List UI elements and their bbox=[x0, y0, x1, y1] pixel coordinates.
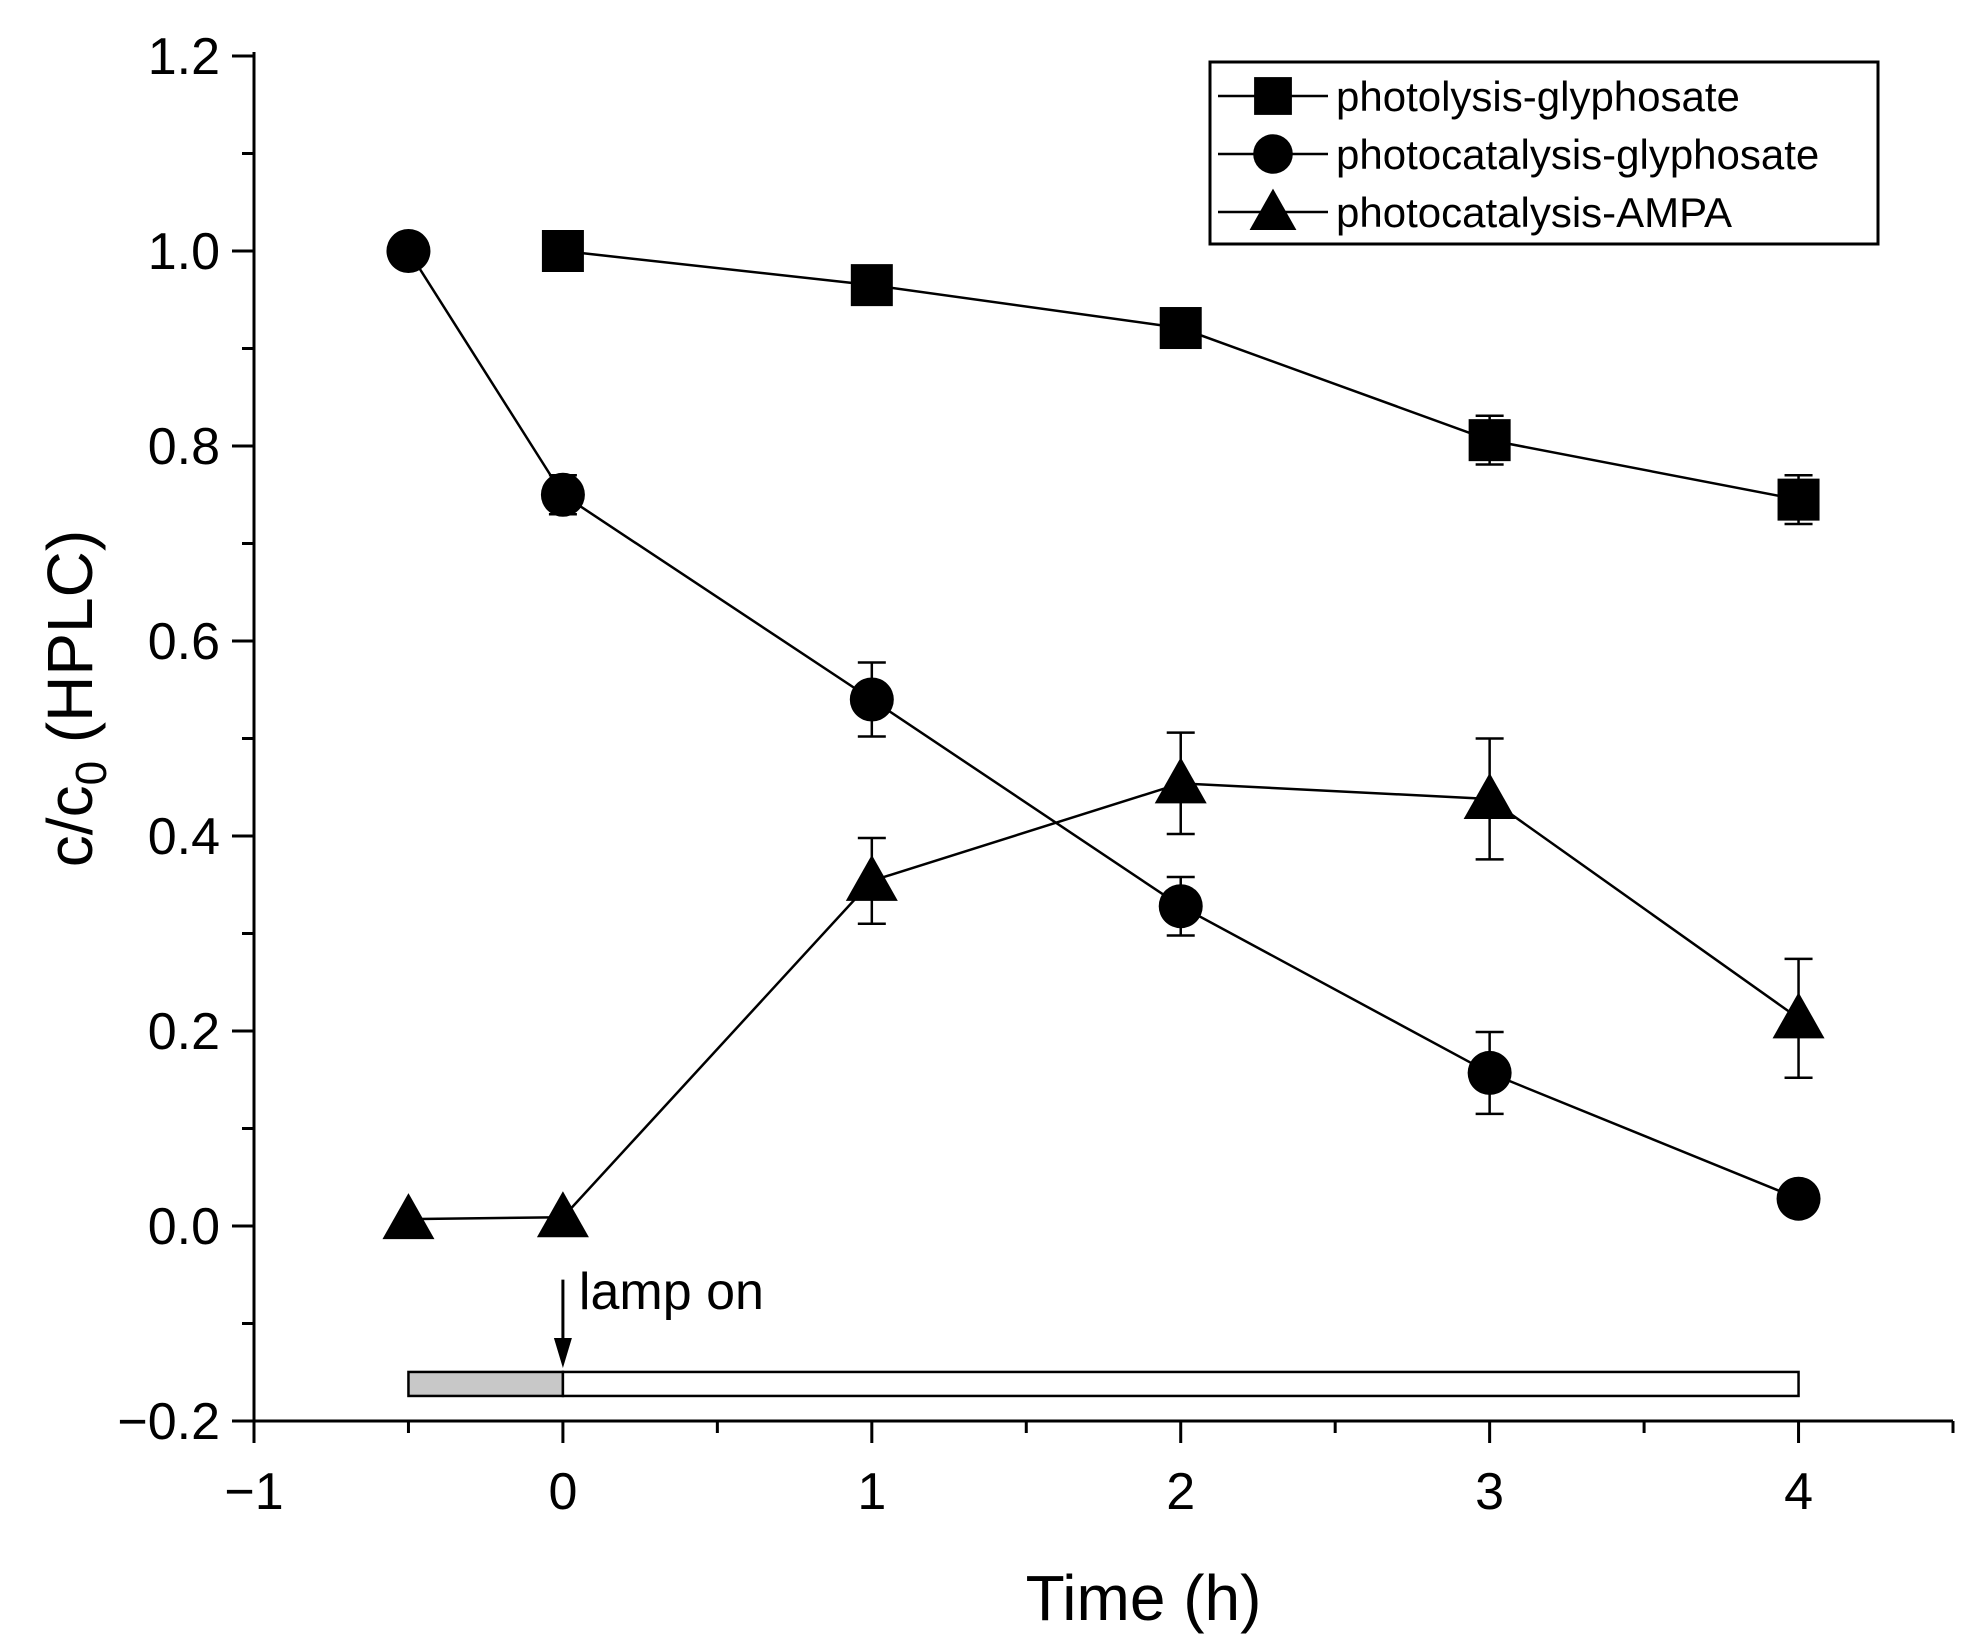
x-tick-label: −1 bbox=[224, 1463, 283, 1521]
data-point-circle bbox=[1467, 1050, 1512, 1095]
legend-label: photolysis-glyphosate bbox=[1336, 73, 1740, 120]
timeline-dark-segment bbox=[407, 1370, 565, 1398]
legend-marker-circle bbox=[1253, 134, 1293, 174]
y-tick-label: 0.8 bbox=[148, 418, 220, 476]
y-tick-label: −0.2 bbox=[117, 1393, 220, 1451]
data-point-triangle bbox=[536, 1191, 589, 1238]
y-tick-label: 0.2 bbox=[148, 1003, 220, 1061]
data-point-triangle bbox=[845, 854, 898, 901]
series-line bbox=[407, 250, 1800, 1200]
data-point-square bbox=[1159, 307, 1202, 350]
lamp-on-arrowhead bbox=[553, 1337, 572, 1368]
data-point-square bbox=[1777, 478, 1820, 521]
data-point-square bbox=[1468, 419, 1511, 462]
series-photocatalysis-glyphosate bbox=[386, 229, 1821, 1221]
data-point-square bbox=[850, 264, 893, 307]
series bbox=[382, 229, 1825, 1240]
x-tick-label: 2 bbox=[1166, 1463, 1195, 1521]
x-tick-label: 1 bbox=[857, 1463, 886, 1521]
data-point-triangle bbox=[1772, 992, 1825, 1039]
legend-entry: photolysis-glyphosate bbox=[1218, 73, 1740, 120]
x-tick-label: 0 bbox=[548, 1463, 577, 1521]
y-axis-title-suffix: (HPLC) bbox=[34, 530, 106, 761]
data-point-circle bbox=[849, 677, 894, 722]
data-point-triangle bbox=[1463, 772, 1516, 819]
lamp-on-label: lamp on bbox=[579, 1263, 764, 1321]
data-point-square bbox=[541, 230, 584, 272]
annotations: lamp on bbox=[407, 1263, 1800, 1398]
y-tick-label: 1.2 bbox=[148, 28, 220, 86]
series-photolysis-glyphosate bbox=[541, 230, 1820, 526]
axes: −1 0 1 2 3 4 −0.2 0.0 0.2 0.4 0.6 0.8 1.0 1.2 bbox=[117, 28, 1955, 1521]
data-point-circle bbox=[1158, 884, 1203, 929]
y-axis-title-subscript: 0 bbox=[67, 761, 116, 785]
series-line bbox=[408, 782, 1800, 1221]
legend-entry: photocatalysis-glyphosate bbox=[1218, 131, 1819, 178]
legend-label: photocatalysis-AMPA bbox=[1336, 189, 1732, 236]
legend-marker-square bbox=[1254, 77, 1292, 115]
series-line bbox=[562, 249, 1799, 501]
y-tick-label: 0.4 bbox=[148, 808, 220, 866]
legend-entry: photocatalysis-AMPA bbox=[1218, 188, 1732, 236]
y-axis-title: c/c0 (HPLC) bbox=[34, 530, 116, 867]
data-point-circle bbox=[540, 472, 585, 517]
legend-marker-triangle bbox=[1249, 188, 1297, 230]
data-point-circle bbox=[1776, 1176, 1821, 1221]
y-tick-label: 1.0 bbox=[148, 223, 220, 281]
series-photocatalysis-AMPA bbox=[382, 731, 1825, 1240]
x-tick-label: 4 bbox=[1784, 1463, 1813, 1521]
timeline-light-segment bbox=[561, 1370, 1800, 1398]
x-tick-label: 3 bbox=[1475, 1463, 1504, 1521]
data-point-triangle bbox=[1154, 757, 1207, 804]
legend: photolysis-glyphosate photocatalysis-glyp… bbox=[1208, 60, 1880, 246]
y-tick-label: 0.0 bbox=[148, 1198, 220, 1256]
data-point-triangle bbox=[382, 1193, 435, 1240]
data-point-circle bbox=[386, 229, 431, 273]
y-axis-title-main: c/c bbox=[34, 785, 106, 867]
legend-label: photocatalysis-glyphosate bbox=[1336, 131, 1819, 178]
x-axis-title: Time (h) bbox=[1026, 1562, 1262, 1634]
y-tick-label: 0.6 bbox=[148, 613, 220, 671]
